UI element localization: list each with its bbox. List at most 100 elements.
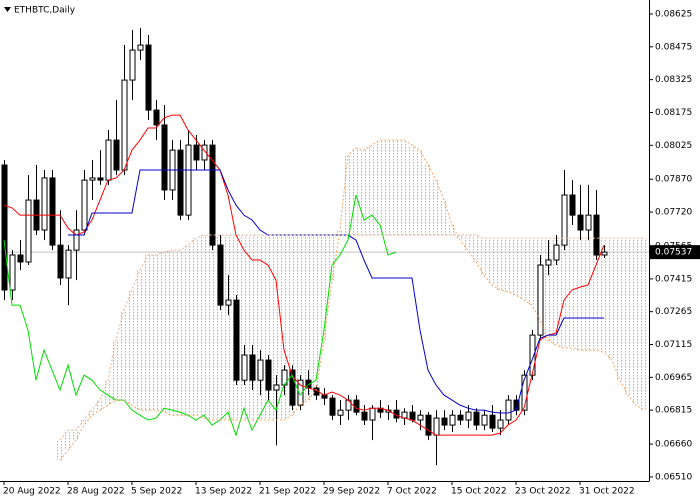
cloud-segment <box>216 235 224 421</box>
y-tick-label: 0.07720 <box>655 208 692 218</box>
x-tick-label: 28 Aug 2022 <box>67 487 125 497</box>
cloud-segment <box>640 238 648 411</box>
candle-body <box>105 139 112 181</box>
cloud-segment <box>384 140 392 236</box>
cloud-segment <box>176 250 184 416</box>
candle-body <box>553 244 560 261</box>
candle-body <box>273 384 280 391</box>
cloud-segment <box>472 235 480 262</box>
cloud-segment <box>328 235 336 281</box>
cloud-segment <box>440 200 448 236</box>
cloud-segment <box>144 254 152 411</box>
candle-body <box>1 164 8 291</box>
candle-body <box>561 194 568 246</box>
cloud-segment <box>96 400 104 411</box>
candle-body <box>201 144 208 161</box>
cloud-segment <box>376 140 384 236</box>
cloud-segment <box>600 238 608 353</box>
candle-body <box>537 264 544 336</box>
candle-body <box>145 44 152 111</box>
plot-area <box>0 27 649 466</box>
y-tick-label: 0.08475 <box>655 42 692 52</box>
cloud-segment <box>304 235 312 401</box>
x-tick-label: 5 Sep 2022 <box>131 487 182 497</box>
indicator-line <box>68 169 604 414</box>
indicator-line <box>3 114 605 436</box>
cloud-segment <box>448 224 456 236</box>
cloud-segment <box>400 140 408 236</box>
cloud-segment <box>208 235 216 421</box>
y-tick-label: 0.07265 <box>655 307 692 317</box>
cloud-segment <box>56 440 64 461</box>
last-price-box <box>650 245 700 260</box>
indicator-line <box>3 194 397 437</box>
candle-body <box>417 414 424 421</box>
cloud-segment <box>432 180 440 236</box>
cloud-segment <box>152 254 160 411</box>
candle-body <box>337 409 344 416</box>
cloud-segment <box>256 235 264 421</box>
candle-body <box>433 417 440 436</box>
cloud-segment <box>120 310 128 401</box>
candle-body <box>473 411 480 426</box>
cloud-segment <box>488 238 496 285</box>
cloud-segment <box>200 235 208 419</box>
cloud-segment <box>632 238 640 406</box>
cloud-segment <box>408 145 416 236</box>
candle-body <box>489 414 496 429</box>
cloud-segment <box>296 235 304 406</box>
candle-body <box>569 194 576 216</box>
x-tick-label: 13 Sep 2022 <box>195 487 252 497</box>
candle-body <box>121 79 128 171</box>
candle-body <box>49 177 56 246</box>
candle-body <box>353 399 360 413</box>
candle-body <box>41 177 48 231</box>
cloud-segment <box>88 410 96 416</box>
candle-body <box>481 414 488 426</box>
cloud-segment <box>104 380 112 406</box>
indicator-line <box>59 139 645 461</box>
y-tick-label: 0.06965 <box>655 373 692 383</box>
y-tick-label: 0.07115 <box>655 340 692 350</box>
candle-body <box>217 244 224 306</box>
cloud-segment <box>112 340 120 401</box>
candle-body <box>321 394 328 399</box>
x-tick-label: 20 Aug 2022 <box>3 487 61 497</box>
candle-body <box>457 414 464 421</box>
y-tick-label: 0.06815 <box>655 406 692 416</box>
candle-body <box>521 374 528 411</box>
cloud-segment <box>168 250 176 416</box>
x-tick-label: 29 Sep 2022 <box>323 487 380 497</box>
cloud-segment <box>80 420 88 426</box>
cloud-segment <box>320 235 328 341</box>
cloud-segment <box>360 150 368 236</box>
cloud-segment <box>464 235 472 251</box>
cloud-segment <box>568 238 576 349</box>
candle-body <box>89 177 96 181</box>
y-tick-label: 0.08175 <box>655 108 692 118</box>
candle-body <box>137 44 144 51</box>
y-tick-label: 0.07870 <box>655 175 692 185</box>
cloud-segment <box>136 270 144 411</box>
cloud-segment <box>608 238 616 361</box>
candle-body <box>593 214 600 256</box>
candle-body <box>9 254 16 291</box>
cloud-segment <box>368 145 376 236</box>
cloud-segment <box>240 235 248 421</box>
candle-body <box>585 214 592 231</box>
x-tick-label: 21 Sep 2022 <box>259 487 316 497</box>
cloud-segment <box>544 238 552 341</box>
y-tick-label: 0.08025 <box>655 141 692 151</box>
candle-body <box>161 124 168 191</box>
cloud-segment <box>160 252 168 413</box>
candle-body <box>249 354 256 381</box>
candle-body <box>545 259 552 266</box>
candle-body <box>193 144 200 161</box>
y-tick-label: 0.08625 <box>655 9 692 19</box>
cloud-segment <box>520 238 528 301</box>
candle-body <box>345 399 352 411</box>
candle-body <box>505 399 512 421</box>
candle-body <box>409 411 416 421</box>
x-tick-label: 7 Oct 2022 <box>387 487 437 497</box>
